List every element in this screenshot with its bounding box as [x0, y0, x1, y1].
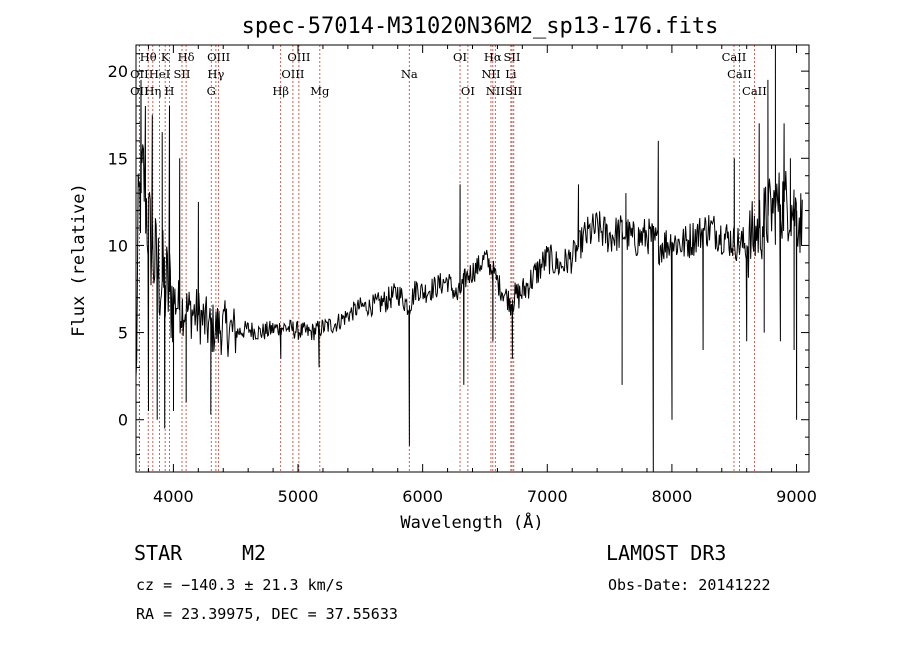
y-axis-label: Flux (relative) — [69, 183, 89, 337]
line-marker-label: SII — [504, 50, 521, 64]
y-axis-ticks: 0 5 10 15 20 — [108, 53, 809, 456]
x-axis-ticks: 4000 5000 6000 7000 8000 9000 — [147, 45, 817, 506]
line-marker-label: Hδ — [178, 50, 195, 64]
x-tick-label: 5000 — [278, 487, 319, 506]
x-axis-label: Wavelength (Å) — [400, 511, 543, 533]
y-tick-label: 20 — [108, 62, 128, 81]
line-marker-label: OIII — [281, 67, 304, 81]
subclass-label: M2 — [242, 541, 266, 565]
y-tick-label: 10 — [108, 236, 128, 255]
line-marker-label: OI — [453, 50, 467, 64]
line-marker-label: Hα — [484, 50, 502, 64]
y-tick-label: 5 — [118, 324, 128, 343]
line-marker-label: Li — [505, 67, 517, 81]
cz-value: cz = −140.3 ± 21.3 km/s — [136, 576, 344, 594]
line-marker-label: G — [207, 84, 216, 98]
line-marker-label: Hθ — [140, 50, 157, 64]
line-marker-label: NII — [486, 84, 505, 98]
line-marker-label: OI — [461, 84, 475, 98]
star-label: STAR — [134, 541, 183, 565]
line-marker-label: CaII — [727, 67, 752, 81]
line-marker-label: Mg — [310, 84, 330, 98]
line-marker-label: OII — [130, 84, 149, 98]
survey-label: LAMOST DR3 — [606, 541, 726, 565]
line-marker-label: SII — [174, 67, 191, 81]
plot-frame — [135, 44, 810, 473]
x-tick-label: 6000 — [402, 487, 443, 506]
line-marker-label: CaII — [742, 84, 767, 98]
line-marker-label: SII — [505, 84, 522, 98]
ra-dec-value: RA = 23.39975, DEC = 37.55633 — [136, 605, 398, 623]
line-marker-label: H — [164, 84, 174, 98]
chart-title: spec-57014-M31020N36M2_sp13-176.fits — [242, 14, 719, 39]
line-marker-label: Hγ — [207, 67, 224, 81]
line-marker-label: K — [161, 50, 170, 64]
line-marker-label: OIII — [287, 50, 310, 64]
y-tick-label: 15 — [108, 149, 128, 168]
line-marker-label: Hβ — [272, 84, 289, 98]
line-marker-label: Na — [401, 67, 418, 81]
line-marker-label: OII — [130, 67, 149, 81]
line-marker-label: CaII — [722, 50, 747, 64]
line-marker-label: HeI — [149, 67, 170, 81]
spectrum-line — [135, 44, 803, 473]
line-marker-label: Hη — [144, 84, 161, 98]
line-marker-label: OIII — [207, 50, 230, 64]
y-tick-label: 0 — [118, 411, 128, 430]
x-tick-label: 8000 — [652, 487, 693, 506]
obs-date: Obs-Date: 20141222 — [608, 576, 771, 594]
x-tick-label: 7000 — [527, 487, 568, 506]
x-tick-label: 4000 — [153, 487, 194, 506]
x-tick-label: 9000 — [776, 487, 817, 506]
line-marker-label: NII — [481, 67, 500, 81]
